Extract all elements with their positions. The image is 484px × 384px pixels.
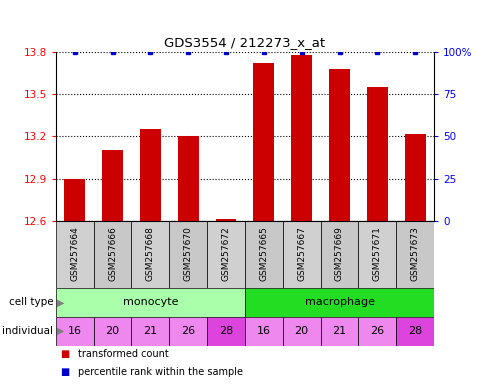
Title: GDS3554 / 212273_x_at: GDS3554 / 212273_x_at (164, 36, 325, 49)
Text: GSM257670: GSM257670 (183, 226, 192, 281)
Text: 21: 21 (143, 326, 157, 336)
Text: GSM257669: GSM257669 (334, 226, 343, 281)
Bar (131, 317, 169, 346)
Text: ▶: ▶ (57, 326, 64, 336)
Text: GSM257672: GSM257672 (221, 226, 230, 281)
Bar (320, 317, 358, 346)
Text: ▶: ▶ (57, 297, 64, 308)
Bar (253, 63, 273, 221)
Bar (93, 317, 131, 346)
Bar (56, 288, 244, 317)
Bar (169, 317, 207, 346)
Text: transformed count: transformed count (77, 349, 168, 359)
Bar (395, 317, 433, 346)
Bar (404, 134, 424, 221)
Text: cell type: cell type (9, 297, 53, 308)
Bar (215, 219, 236, 221)
Text: 28: 28 (218, 326, 233, 336)
Bar (329, 69, 349, 221)
Text: ■: ■ (60, 366, 70, 377)
Text: 28: 28 (407, 326, 422, 336)
Text: 21: 21 (332, 326, 346, 336)
Bar (131, 221, 169, 288)
Text: 26: 26 (369, 326, 384, 336)
Text: 16: 16 (68, 326, 81, 336)
Text: percentile rank within the sample: percentile rank within the sample (77, 366, 242, 377)
Text: macrophage: macrophage (304, 297, 374, 308)
Bar (282, 221, 320, 288)
Text: monocyte: monocyte (122, 297, 178, 308)
Bar (140, 129, 160, 221)
Bar (207, 317, 244, 346)
Bar (320, 221, 358, 288)
Bar (395, 221, 433, 288)
Text: GSM257673: GSM257673 (410, 226, 419, 281)
Bar (178, 136, 198, 221)
Bar (244, 288, 433, 317)
Bar (169, 221, 207, 288)
Bar (56, 317, 93, 346)
Bar (291, 55, 311, 221)
Text: ■: ■ (60, 349, 70, 359)
Text: individual: individual (2, 326, 53, 336)
Bar (282, 317, 320, 346)
Bar (244, 317, 282, 346)
Bar (64, 179, 85, 221)
Bar (366, 87, 387, 221)
Bar (358, 317, 395, 346)
Text: GSM257664: GSM257664 (70, 226, 79, 281)
Bar (207, 221, 244, 288)
Text: 20: 20 (294, 326, 308, 336)
Text: GSM257671: GSM257671 (372, 226, 381, 281)
Text: 20: 20 (105, 326, 120, 336)
Text: GSM257668: GSM257668 (146, 226, 154, 281)
Text: GSM257667: GSM257667 (297, 226, 305, 281)
Text: 26: 26 (181, 326, 195, 336)
Text: GSM257666: GSM257666 (108, 226, 117, 281)
Bar (358, 221, 395, 288)
Bar (56, 221, 93, 288)
Bar (93, 221, 131, 288)
Bar (244, 221, 282, 288)
Text: 16: 16 (257, 326, 270, 336)
Bar (102, 151, 122, 221)
Text: GSM257665: GSM257665 (259, 226, 268, 281)
